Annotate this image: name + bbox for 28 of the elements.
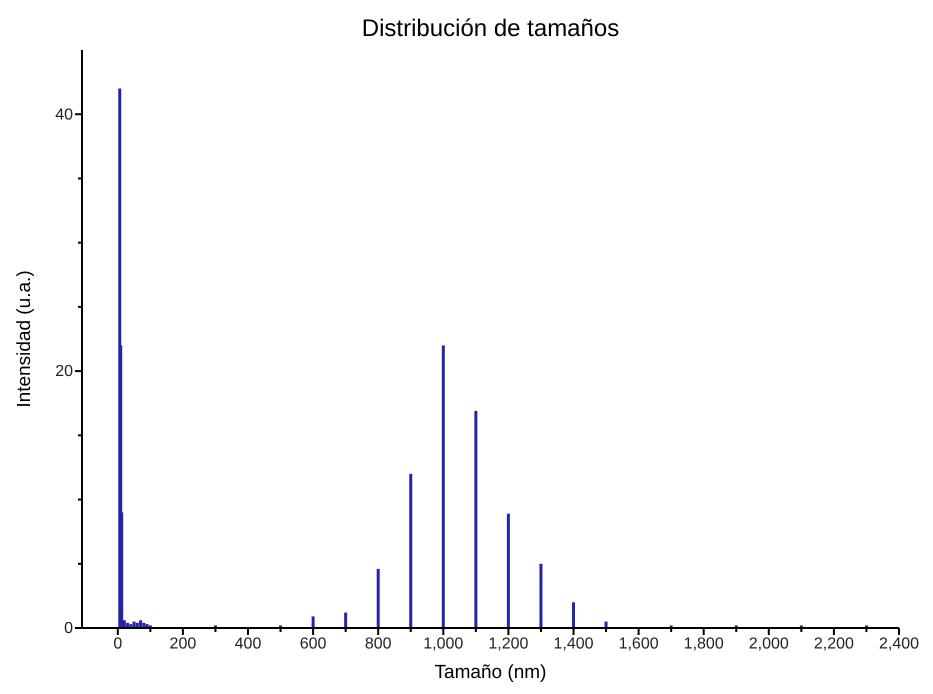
bar: [344, 612, 348, 628]
bar: [409, 474, 412, 628]
x-tick-label: 1,000: [423, 635, 464, 652]
x-tick-label: 600: [300, 635, 327, 652]
bar: [442, 345, 445, 628]
x-tick-label: 800: [364, 635, 392, 652]
bar: [506, 514, 510, 628]
bar: [539, 564, 542, 628]
x-tick-label: 2,200: [814, 635, 854, 652]
y-tick-label: 0: [64, 620, 74, 638]
x-tick-label: 1,200: [488, 635, 529, 652]
x-tick-label: 2,400: [878, 635, 920, 652]
x-tick-label: 0: [113, 635, 122, 652]
x-tick-label: 200: [170, 635, 196, 652]
y-tick-label: 40: [55, 106, 74, 124]
bar: [312, 616, 315, 628]
x-tick-label: 1,800: [684, 635, 724, 652]
x-tick-label: 1,400: [553, 635, 594, 652]
x-axis-title: Tamaño (nm): [434, 662, 546, 683]
chart-title: Distribución de tamaños: [362, 15, 620, 42]
x-tick-label: 1,600: [618, 635, 659, 652]
x-tick-label: 400: [234, 635, 262, 652]
y-tick-label: 20: [55, 363, 74, 380]
y-axis-title: Intensidad (u.a.): [14, 270, 35, 408]
x-tick-label: 2,000: [748, 635, 789, 652]
bar: [572, 602, 575, 628]
bar: [474, 410, 478, 628]
bar: [376, 568, 380, 628]
